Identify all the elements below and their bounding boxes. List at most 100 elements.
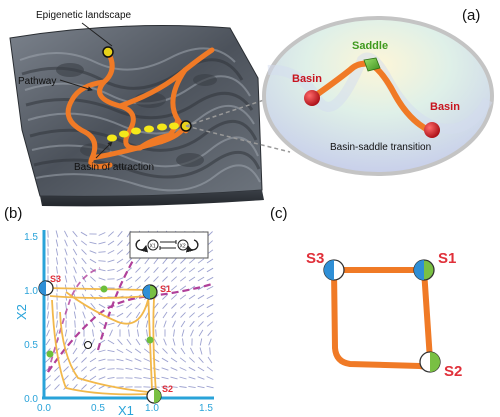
vector-field-arrow xyxy=(198,357,204,363)
pathway-network xyxy=(65,47,215,169)
vector-field-arrow xyxy=(206,321,214,327)
vector-field-arrow xyxy=(197,285,205,291)
vector-field-arrow xyxy=(98,251,106,253)
vector-field-arrow xyxy=(179,386,187,388)
nullcline-3 xyxy=(47,267,101,373)
vector-field-arrow xyxy=(170,357,178,363)
vector-field-arrow xyxy=(116,304,124,308)
vector-field-arrow xyxy=(89,375,97,381)
unstable-point xyxy=(84,341,92,349)
vector-field-arrow xyxy=(63,230,69,238)
state-s2-label: S2 xyxy=(162,384,173,394)
vector-field-arrow xyxy=(98,260,106,262)
vector-field-arrow xyxy=(81,257,87,265)
vector-field-arrow xyxy=(117,339,123,345)
vector-field-arrow xyxy=(98,367,106,371)
legend-gene-x1: X1 xyxy=(150,244,156,250)
state-transition-network: S3 S1 S2 xyxy=(306,250,462,380)
vector-field-arrow xyxy=(171,303,177,309)
landscape-title: Epigenetic landscape xyxy=(36,10,132,21)
vector-field-arrow xyxy=(45,375,51,381)
vector-field-arrow xyxy=(206,376,214,380)
vector-field-arrow xyxy=(47,302,49,310)
state-s3-label: S3 xyxy=(50,274,61,284)
vector-field-arrow xyxy=(107,322,115,326)
vector-field-arrow xyxy=(55,257,59,265)
vector-field-arrow xyxy=(45,348,51,354)
vector-field-arrow xyxy=(117,240,123,246)
state-s2-marker xyxy=(146,388,162,404)
vector-field-arrow xyxy=(206,267,214,273)
vector-field-arrow xyxy=(135,303,141,309)
pathway-leader xyxy=(59,79,93,92)
vector-field-arrow xyxy=(197,376,205,380)
vector-field-arrow xyxy=(90,348,96,354)
saddle-point-1 xyxy=(100,285,108,293)
vector-field-arrow xyxy=(89,366,97,372)
vector-field-arrow xyxy=(180,258,186,264)
landscape-leader xyxy=(81,22,113,47)
vector-field-arrow xyxy=(72,239,78,247)
vector-field-arrow xyxy=(135,276,141,282)
vector-field-arrow xyxy=(206,276,214,282)
vector-field-arrow xyxy=(82,311,86,319)
vector-field-arrow xyxy=(117,230,123,238)
vector-field-arrow xyxy=(98,241,106,245)
vector-field-arrow xyxy=(153,267,159,273)
vector-field-arrow xyxy=(126,312,132,318)
vector-field-arrow xyxy=(125,367,133,371)
vector-field-arrow xyxy=(162,294,168,300)
node-s3-label: S3 xyxy=(306,250,324,267)
panel-a-label: (a) xyxy=(462,7,480,24)
node-s1 xyxy=(413,259,435,281)
vector-field-arrow xyxy=(107,240,115,246)
basin-saddle-inset: Saddle Basin Basin Basin-saddle transiti… xyxy=(262,16,494,176)
vector-field-arrow xyxy=(45,338,51,346)
vector-field-arrow xyxy=(89,250,97,254)
vector-field-arrow xyxy=(54,366,60,372)
vector-field-arrow xyxy=(98,376,106,380)
vector-field-arrow xyxy=(188,376,196,380)
vector-field-arrow xyxy=(188,385,196,389)
vector-field-arrow xyxy=(89,267,97,273)
vector-field-arrow xyxy=(189,320,195,328)
vector-field-arrow xyxy=(170,367,178,371)
vector-field-arrow xyxy=(136,329,140,337)
vector-field-arrow xyxy=(90,276,96,282)
basin-ball-left xyxy=(304,90,320,106)
vector-field-arrow xyxy=(64,248,68,256)
vector-field-arrow xyxy=(98,268,106,272)
vector-field-arrow xyxy=(172,338,176,346)
node-s3 xyxy=(323,259,345,281)
x-axis-label: X1 xyxy=(118,403,134,417)
vector-field-arrow xyxy=(170,285,178,291)
vector-field-arrow xyxy=(199,347,203,355)
vector-field-arrow xyxy=(197,366,205,372)
vector-field-arrow xyxy=(72,357,78,363)
vector-field-arrow xyxy=(73,338,77,346)
y-tick-3: 1.5 xyxy=(24,232,38,243)
vector-field-arrow xyxy=(108,231,114,237)
vector-field-arrow xyxy=(198,329,204,337)
epigenetic-landscape xyxy=(9,25,264,207)
vector-field-arrow xyxy=(134,348,142,354)
vector-field-arrow xyxy=(188,366,196,372)
vector-field-arrow xyxy=(55,329,59,337)
vector-field-arrow xyxy=(73,302,77,310)
vector-field-arrow xyxy=(74,320,76,328)
vector-field-arrow xyxy=(161,386,169,388)
legend-gene-x2: X2 xyxy=(180,244,186,250)
vector-field-arrow xyxy=(72,347,78,355)
vector-field-arrow xyxy=(98,358,106,362)
vector-field-arrow xyxy=(207,329,213,337)
vector-field-arrow xyxy=(161,357,169,363)
vector-field-arrow xyxy=(54,384,60,390)
vector-field-arrow xyxy=(188,276,196,282)
vector-field-arrow xyxy=(209,347,211,355)
vector-field-arrow xyxy=(182,338,184,346)
vector-field-arrow xyxy=(153,338,159,346)
vector-field-arrow xyxy=(206,294,214,300)
vector-field-arrow xyxy=(45,357,51,363)
vector-field-arrow xyxy=(162,257,168,265)
vector-field-arrow xyxy=(116,368,124,370)
